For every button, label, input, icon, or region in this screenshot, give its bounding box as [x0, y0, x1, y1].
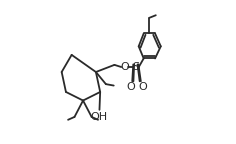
Text: OH: OH — [90, 112, 107, 122]
Text: O: O — [138, 82, 147, 92]
Text: O: O — [120, 62, 129, 72]
Text: O: O — [126, 82, 135, 92]
Text: S: S — [132, 62, 139, 72]
